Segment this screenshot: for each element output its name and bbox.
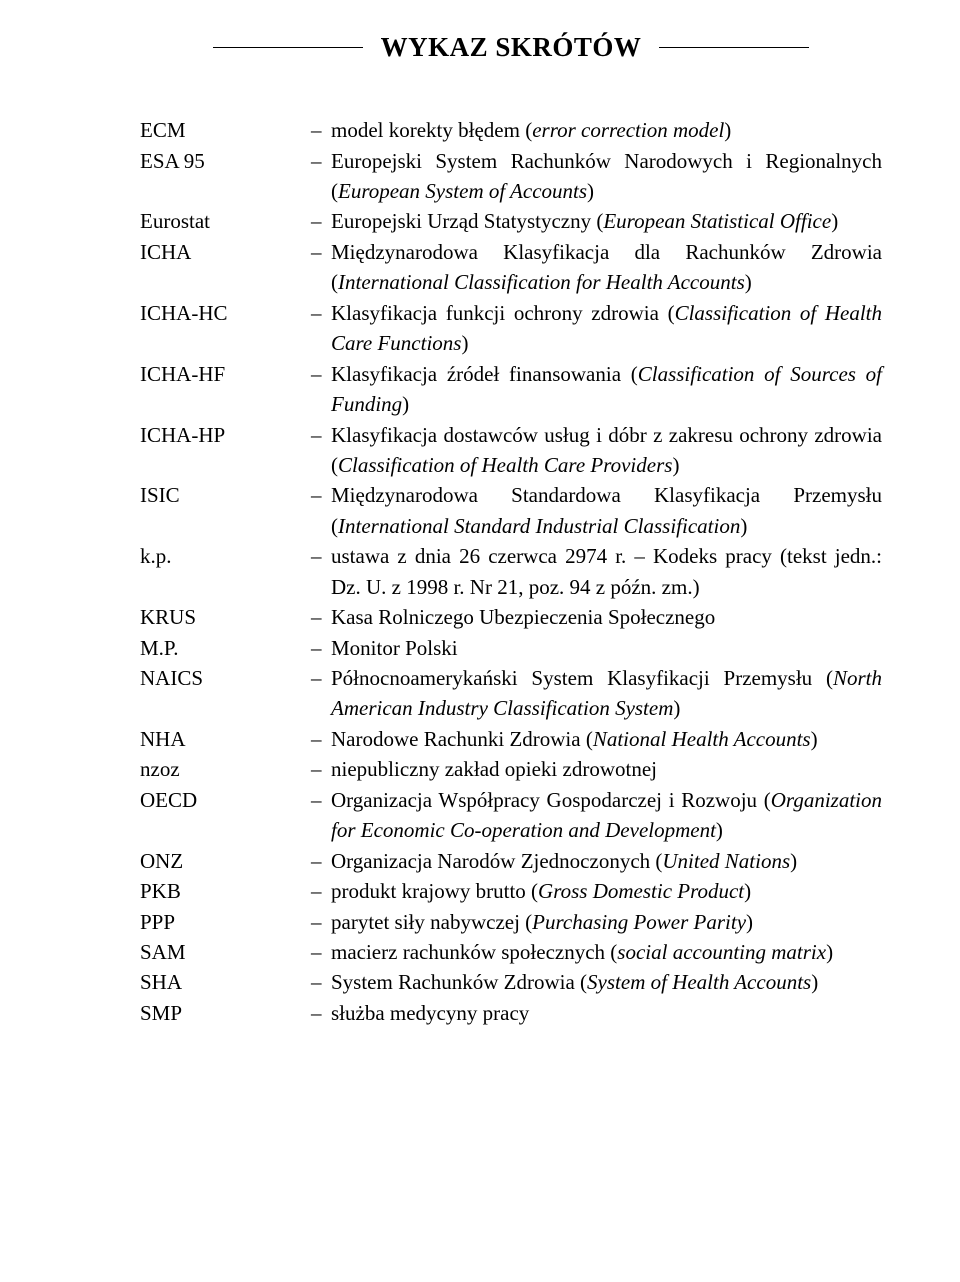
abbr: M.P. [140, 633, 311, 663]
list-item: ONZ–Organizacja Narodów Zjednoczonych (U… [140, 846, 882, 876]
definition: Monitor Polski [331, 633, 882, 663]
definition: Międzynarodowa Standardowa Klasyfikacja … [331, 480, 882, 541]
abbr: ECM [140, 115, 311, 145]
definition: Organizacja Narodów Zjednoczonych (Unite… [331, 846, 882, 876]
abbr: SMP [140, 998, 311, 1028]
definition: Narodowe Rachunki Zdrowia (National Heal… [331, 724, 882, 754]
dash: – [311, 998, 331, 1028]
abbreviations-list: ECM–model korekty błędem (error correcti… [140, 115, 882, 1028]
title-row: WYKAZ SKRÓTÓW [140, 28, 882, 67]
list-item: ICHA-HP–Klasyfikacja dostawców usług i d… [140, 420, 882, 481]
dash: – [311, 785, 331, 815]
list-item: ISIC–Międzynarodowa Standardowa Klasyfik… [140, 480, 882, 541]
dash: – [311, 420, 331, 450]
dash: – [311, 937, 331, 967]
page-title: WYKAZ SKRÓTÓW [381, 28, 642, 67]
list-item: ESA 95–Europejski System Rachunków Narod… [140, 146, 882, 207]
dash: – [311, 907, 331, 937]
definition: macierz rachunków społecznych (social ac… [331, 937, 882, 967]
definition: Klasyfikacja dostawców usług i dóbr z za… [331, 420, 882, 481]
list-item: ICHA–Międzynarodowa Klasyfikacja dla Rac… [140, 237, 882, 298]
list-item: nzoz–niepubliczny zakład opieki zdrowotn… [140, 754, 882, 784]
definition: Północnoamerykański System Klasyfikacji … [331, 663, 882, 724]
dash: – [311, 237, 331, 267]
list-item: SHA–System Rachunków Zdrowia (System of … [140, 967, 882, 997]
abbr: ICHA-HC [140, 298, 311, 328]
abbr: nzoz [140, 754, 311, 784]
abbr: KRUS [140, 602, 311, 632]
definition: Klasyfikacja źródeł finansowania (Classi… [331, 359, 882, 420]
definition: służba medycyny pracy [331, 998, 882, 1028]
abbr: PPP [140, 907, 311, 937]
abbr: ICHA-HF [140, 359, 311, 389]
definition: System Rachunków Zdrowia (System of Heal… [331, 967, 882, 997]
dash: – [311, 206, 331, 236]
list-item: NAICS–Północnoamerykański System Klasyfi… [140, 663, 882, 724]
list-item: OECD–Organizacja Współpracy Gospodarczej… [140, 785, 882, 846]
list-item: PKB–produkt krajowy brutto (Gross Domest… [140, 876, 882, 906]
abbr: ESA 95 [140, 146, 311, 176]
dash: – [311, 967, 331, 997]
dash: – [311, 846, 331, 876]
definition: Organizacja Współpracy Gospodarczej i Ro… [331, 785, 882, 846]
definition: parytet siły nabywczej (Purchasing Power… [331, 907, 882, 937]
abbr: ONZ [140, 846, 311, 876]
dash: – [311, 754, 331, 784]
definition: niepubliczny zakład opieki zdrowotnej [331, 754, 882, 784]
definition: Europejski System Rachunków Narodowych i… [331, 146, 882, 207]
list-item: Eurostat–Europejski Urząd Statystyczny (… [140, 206, 882, 236]
list-item: SMP–służba medycyny pracy [140, 998, 882, 1028]
abbr: SAM [140, 937, 311, 967]
rule-left [213, 47, 363, 48]
dash: – [311, 724, 331, 754]
definition: Europejski Urząd Statystyczny (European … [331, 206, 882, 236]
abbr: PKB [140, 876, 311, 906]
list-item: ICHA-HF–Klasyfikacja źródeł finansowania… [140, 359, 882, 420]
dash: – [311, 663, 331, 693]
list-item: NHA–Narodowe Rachunki Zdrowia (National … [140, 724, 882, 754]
definition: Klasyfikacja funkcji ochrony zdrowia (Cl… [331, 298, 882, 359]
dash: – [311, 298, 331, 328]
definition: ustawa z dnia 26 czerwca 2974 r. – Kodek… [331, 541, 882, 602]
dash: – [311, 359, 331, 389]
dash: – [311, 480, 331, 510]
abbr: OECD [140, 785, 311, 815]
abbr: ISIC [140, 480, 311, 510]
abbr: ICHA-HP [140, 420, 311, 450]
definition: Kasa Rolniczego Ubezpieczenia Społeczneg… [331, 602, 882, 632]
rule-right [659, 47, 809, 48]
abbr: Eurostat [140, 206, 311, 236]
dash: – [311, 146, 331, 176]
list-item: k.p.–ustawa z dnia 26 czerwca 2974 r. – … [140, 541, 882, 602]
page: WYKAZ SKRÓTÓW ECM–model korekty błędem (… [0, 0, 960, 1068]
list-item: SAM–macierz rachunków społecznych (socia… [140, 937, 882, 967]
abbr: SHA [140, 967, 311, 997]
list-item: ICHA-HC–Klasyfikacja funkcji ochrony zdr… [140, 298, 882, 359]
dash: – [311, 633, 331, 663]
abbr: k.p. [140, 541, 311, 571]
definition: model korekty błędem (error correction m… [331, 115, 882, 145]
list-item: PPP–parytet siły nabywczej (Purchasing P… [140, 907, 882, 937]
list-item: M.P.–Monitor Polski [140, 633, 882, 663]
abbr: NHA [140, 724, 311, 754]
definition: produkt krajowy brutto (Gross Domestic P… [331, 876, 882, 906]
definition: Międzynarodowa Klasyfikacja dla Rachunkó… [331, 237, 882, 298]
list-item: KRUS–Kasa Rolniczego Ubezpieczenia Społe… [140, 602, 882, 632]
abbr: ICHA [140, 237, 311, 267]
dash: – [311, 115, 331, 145]
dash: – [311, 541, 331, 571]
list-item: ECM–model korekty błędem (error correcti… [140, 115, 882, 145]
dash: – [311, 876, 331, 906]
dash: – [311, 602, 331, 632]
abbr: NAICS [140, 663, 311, 693]
